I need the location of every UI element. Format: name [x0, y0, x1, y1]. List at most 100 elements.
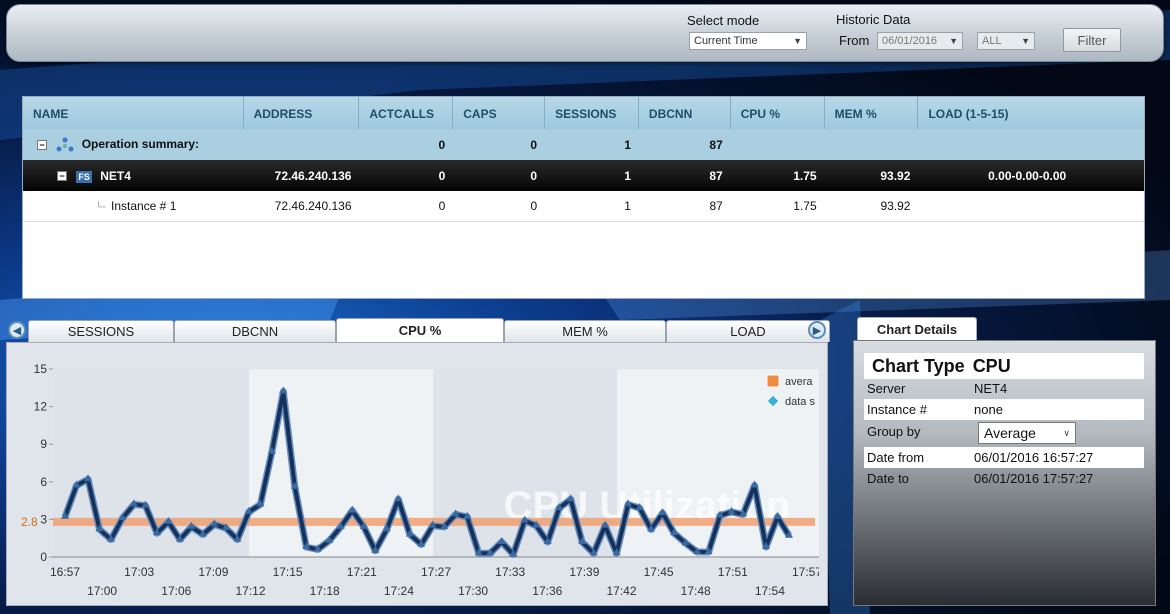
- server-load: 0.00-0.00-0.00: [988, 168, 1067, 183]
- data-point: [520, 515, 529, 523]
- historic-data-label: Historic Data: [836, 12, 911, 27]
- group-by-value: Average: [984, 425, 1036, 441]
- chevron-down-icon: ∨: [1063, 427, 1070, 438]
- date-to-row: Date to 06/01/2016 17:57:27: [864, 468, 1144, 489]
- data-point: [532, 520, 541, 528]
- filter-button[interactable]: Filter: [1063, 28, 1121, 52]
- data-point: [578, 536, 587, 544]
- collapse-icon[interactable]: −: [57, 171, 67, 182]
- server-row-net4[interactable]: − FS NET4 72.46.240.136 0 0 1 87 1.75 93…: [23, 160, 1144, 191]
- tab-mem[interactable]: MEM %: [504, 320, 666, 342]
- data-point: [773, 511, 782, 519]
- data-point: [290, 481, 299, 489]
- data-point: [509, 549, 518, 557]
- data-point: [221, 523, 230, 531]
- data-point: [187, 521, 196, 529]
- data-point: [95, 524, 104, 532]
- data-point: [589, 548, 598, 556]
- chart-tabs: ◀ SESSIONS DBCNN CPU % MEM % LOAD ▶: [6, 318, 830, 342]
- x-tick-label: 17:33: [495, 565, 525, 579]
- from-date-value: 06/01/2016: [882, 35, 938, 47]
- data-point: [118, 513, 127, 521]
- data-point: [152, 528, 161, 536]
- data-point: [164, 516, 173, 524]
- date-from-value: 06/01/2016 16:57:27: [974, 450, 1094, 465]
- range-value: ALL: [982, 35, 1002, 47]
- cpu-series-line: [63, 389, 791, 557]
- data-point: [704, 546, 713, 554]
- data-point: [716, 510, 725, 518]
- tab-sessions[interactable]: SESSIONS: [28, 320, 174, 342]
- x-tick-label: 17:48: [681, 584, 711, 598]
- group-by-dropdown[interactable]: Average ∨: [978, 422, 1076, 444]
- tab-chart-details[interactable]: Chart Details: [857, 317, 977, 341]
- data-point: [72, 480, 81, 488]
- summary-actcalls: 0: [438, 137, 446, 152]
- instance-detail-row: Instance # none: [864, 399, 1144, 420]
- y-tick-label: 12: [34, 400, 48, 414]
- server-dbcnn: 87: [709, 168, 723, 183]
- summary-name: Operation summary:: [81, 136, 200, 151]
- date-to-label: Date to: [867, 471, 909, 486]
- data-point: [727, 506, 736, 514]
- col-sessions[interactable]: SESSIONS: [545, 97, 639, 129]
- summary-caps: 0: [530, 137, 538, 152]
- instance-sessions: 1: [624, 199, 631, 213]
- summary-row[interactable]: − Operation summary: 0 0 1 87: [23, 129, 1144, 160]
- data-point: [624, 499, 633, 507]
- col-cpu[interactable]: CPU %: [731, 97, 825, 129]
- col-name[interactable]: NAME: [23, 97, 244, 129]
- data-point: [106, 534, 115, 542]
- chevron-down-icon: ▼: [1021, 36, 1030, 46]
- data-point: [336, 521, 345, 529]
- server-grid: NAME ADDRESS ACTCALLS CAPS SESSIONS DBCN…: [22, 96, 1145, 299]
- range-dropdown[interactable]: ALL ▼: [977, 32, 1035, 50]
- data-point: [175, 534, 184, 542]
- data-point: [313, 544, 322, 552]
- data-point: [256, 499, 265, 507]
- data-point: [267, 446, 276, 454]
- data-point: [348, 505, 357, 513]
- from-date-dropdown[interactable]: 06/01/2016 ▼: [877, 32, 963, 50]
- server-label: Server: [867, 381, 906, 396]
- x-tick-label: 17:57: [792, 565, 819, 579]
- instance-caps: 0: [530, 199, 538, 213]
- select-mode-value: Current Time: [694, 35, 758, 47]
- instance-name: Instance # 1: [110, 199, 177, 213]
- collapse-icon[interactable]: −: [37, 139, 47, 150]
- x-tick-label: 17:36: [532, 584, 562, 598]
- col-mem[interactable]: MEM %: [825, 97, 919, 129]
- col-dbcnn[interactable]: DBCNN: [639, 97, 731, 129]
- instance-label: Instance #: [867, 402, 927, 417]
- x-tick-label: 17:18: [310, 584, 340, 598]
- chart-type-row: Chart Type CPU: [864, 353, 1144, 379]
- data-point: [302, 541, 311, 549]
- col-address[interactable]: ADDRESS: [244, 97, 360, 129]
- chart-details-panel: Chart Type CPU Server NET4 Instance # no…: [853, 340, 1156, 606]
- data-point: [141, 500, 150, 508]
- data-point: [61, 511, 69, 519]
- scroll-left-icon[interactable]: ◀: [8, 321, 26, 339]
- col-actcalls[interactable]: ACTCALLS: [359, 97, 454, 129]
- y-tick-label: 6: [40, 475, 47, 489]
- x-tick-label: 17:51: [718, 565, 748, 579]
- col-caps[interactable]: CAPS: [453, 97, 546, 129]
- legend-average-label: avera: [785, 376, 813, 388]
- select-mode-label: Select mode: [687, 13, 760, 28]
- group-by-row: Group by: [864, 421, 1144, 442]
- summary-sessions: 1: [624, 137, 631, 152]
- instance-cpu: 1.75: [793, 199, 817, 213]
- data-point: [555, 503, 564, 511]
- data-point: [474, 548, 483, 556]
- tab-dbcnn[interactable]: DBCNN: [174, 320, 336, 342]
- data-point: [658, 508, 667, 516]
- col-load[interactable]: LOAD (1-5-15): [928, 107, 1009, 121]
- scroll-right-icon[interactable]: ▶: [808, 321, 826, 339]
- server-address: 72.46.240.136: [274, 168, 352, 183]
- tab-cpu[interactable]: CPU %: [336, 318, 504, 342]
- instance-row[interactable]: └◦ Instance # 1 72.46.240.136 0 0 1 87 1…: [23, 191, 1144, 222]
- select-mode-dropdown[interactable]: Current Time ▼: [689, 32, 807, 50]
- cpu-chart-panel: CPU Utilization 0 3 6 9 12 15 16:57 17:03 17:09 17…: [6, 342, 828, 606]
- tab-load[interactable]: LOAD: [666, 320, 830, 342]
